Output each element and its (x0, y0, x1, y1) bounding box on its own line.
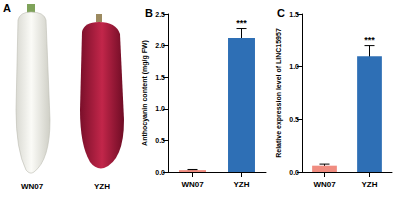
svg-text:YZH: YZH (234, 180, 250, 189)
svg-text:YZH: YZH (362, 180, 378, 189)
svg-text:A: A (3, 2, 11, 14)
svg-text:1.5: 1.5 (289, 11, 299, 18)
svg-text:2.5: 2.5 (155, 11, 165, 18)
svg-text:0.0: 0.0 (289, 169, 299, 176)
svg-text:0.5: 0.5 (155, 137, 165, 144)
svg-text:Relative expression level of L: Relative expression level of LINC15957 (275, 28, 283, 158)
svg-text:C: C (277, 7, 285, 19)
svg-text:0.0: 0.0 (155, 169, 165, 176)
svg-text:***: *** (236, 18, 247, 28)
svg-text:WN07: WN07 (313, 180, 336, 189)
svg-text:1.5: 1.5 (155, 74, 165, 81)
svg-text:WN07: WN07 (181, 180, 204, 189)
svg-text:***: *** (364, 35, 375, 45)
svg-text:Anthocyanin content (mg/g FW): Anthocyanin content (mg/g FW) (141, 40, 149, 146)
svg-text:2.0: 2.0 (155, 42, 165, 49)
svg-text:YZH: YZH (94, 182, 110, 191)
svg-text:B: B (145, 7, 153, 19)
svg-text:1.0: 1.0 (155, 105, 165, 112)
svg-text:1.0: 1.0 (289, 63, 299, 70)
svg-text:WN07: WN07 (21, 182, 44, 191)
svg-text:0.5: 0.5 (289, 116, 299, 123)
